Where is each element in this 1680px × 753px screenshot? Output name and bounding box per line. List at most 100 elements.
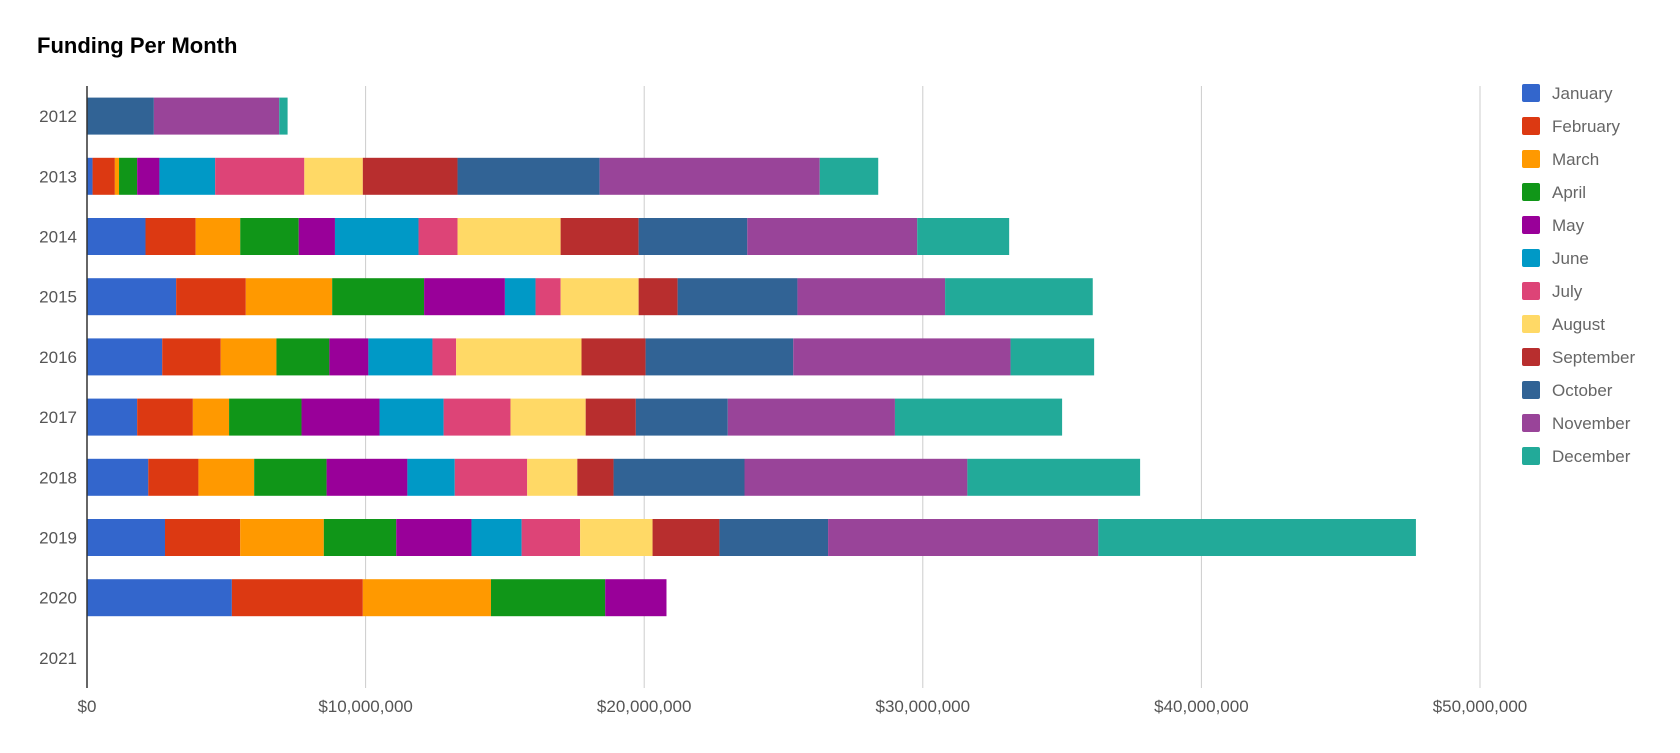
bar-segment-2020-april [490,579,606,617]
bar-segment-2014-february [145,218,196,255]
bar-segment-2017-july [443,398,511,436]
legend-swatch-september [1522,348,1540,366]
y-tick-label: 2021 [39,649,77,668]
bar-segment-2013-july [215,157,305,195]
bar-segment-2018-february [148,458,199,496]
bar-segment-2013-march [114,157,120,195]
bar-segment-2014-november [747,218,918,255]
x-tick-label: $0 [78,697,97,716]
legend-label-september: September [1552,348,1635,367]
y-tick-label: 2014 [39,228,77,247]
x-tick-label: $20,000,000 [597,697,692,716]
bar-segment-2016-june [368,338,433,376]
bar-segment-2019-july [521,519,581,556]
bar-segment-2016-august [456,338,582,376]
legend-label-march: March [1552,150,1599,169]
bar-segment-2016-may [329,338,369,376]
bar-segment-2014-may [298,218,335,255]
bar-segment-2019-august [580,519,653,556]
bar-segment-2014-august [457,218,561,255]
bar-segment-2014-october [638,218,748,255]
legend-swatch-march [1522,150,1540,168]
legend-label-april: April [1552,183,1586,202]
bar-segment-2019-october [719,519,829,556]
bar-segment-2013-february [92,157,115,195]
x-tick-label: $40,000,000 [1154,697,1249,716]
bar-segment-2020-january [87,579,232,617]
bar-segment-2018-april [254,458,327,496]
legend-swatch-october [1522,381,1540,399]
y-tick-label: 2019 [39,529,77,548]
legend-label-july: July [1552,282,1583,301]
bar-segment-2016-march [220,338,277,376]
legend-swatch-april [1522,183,1540,201]
legend-swatch-december [1522,447,1540,465]
bar-segment-2015-february [176,278,246,316]
bar-segment-2014-july [418,218,458,255]
bar-segment-2015-april [332,278,425,316]
legend-swatch-july [1522,282,1540,300]
bar-segment-2018-december [967,458,1141,496]
bar-segment-2014-january [87,218,146,255]
legend-label-february: February [1552,117,1621,136]
bar-segment-2017-september [585,398,636,436]
bar-segment-2016-october [645,338,794,376]
bar-segment-2019-september [652,519,720,556]
bar-segment-2019-june [471,519,522,556]
bar-segment-2019-may [396,519,472,556]
bar-segment-2013-june [159,157,216,195]
bar-segment-2018-june [407,458,455,496]
bar-segment-2013-january [87,157,93,195]
bar-segment-2016-november [793,338,1011,376]
legend-swatch-june [1522,249,1540,267]
bar-segment-2017-june [379,398,444,436]
bar-segment-2017-february [137,398,193,436]
bar-segment-2016-december [1010,338,1095,376]
bar-segment-2017-november [727,398,895,436]
bar-segment-2018-september [577,458,614,496]
bar-segment-2017-august [510,398,586,436]
bar-segment-2016-february [162,338,221,376]
bar-segment-2013-april [119,157,138,195]
bar-segment-2015-august [560,278,639,316]
y-tick-label: 2020 [39,589,77,608]
y-tick-label: 2012 [39,107,77,126]
bar-segment-2012-october [87,97,154,135]
bar-segment-2017-january [87,398,138,436]
bar-segment-2014-september [560,218,639,255]
bar-segment-2019-november [828,519,1099,556]
bar-segment-2015-june [504,278,536,316]
y-tick-label: 2013 [39,167,77,186]
bar-segment-2018-november [744,458,968,496]
bar-segment-2013-october [457,157,600,195]
bar-segment-2014-april [240,218,299,255]
bar-segment-2016-january [87,338,163,376]
bar-segment-2017-may [301,398,380,436]
y-tick-label: 2018 [39,468,77,487]
legend-label-october: October [1552,381,1613,400]
bar-segment-2015-january [87,278,177,316]
bar-segment-2015-september [638,278,678,316]
bar-segment-2015-november [797,278,946,316]
bar-segment-2014-december [917,218,1010,255]
legend-swatch-february [1522,117,1540,135]
bar-segment-2019-april [323,519,397,556]
legend-swatch-august [1522,315,1540,333]
legend-label-june: June [1552,249,1589,268]
bar-segment-2012-december [279,97,288,135]
bar-segment-2017-march [192,398,230,436]
bar-segment-2019-march [240,519,324,556]
legend-label-may: May [1552,216,1585,235]
bar-segment-2020-may [605,579,667,617]
bar-segment-2014-march [195,218,241,255]
legend-label-november: November [1552,414,1631,433]
bar-segment-2016-september [581,338,646,376]
bar-segment-2013-september [362,157,458,195]
bar-segment-2015-december [945,278,1093,316]
bar-segment-2019-january [87,519,166,556]
bar-segment-2018-october [613,458,745,496]
bar-segment-2017-april [229,398,302,436]
bar-segment-2018-january [87,458,149,496]
bar-segment-2018-july [454,458,528,496]
